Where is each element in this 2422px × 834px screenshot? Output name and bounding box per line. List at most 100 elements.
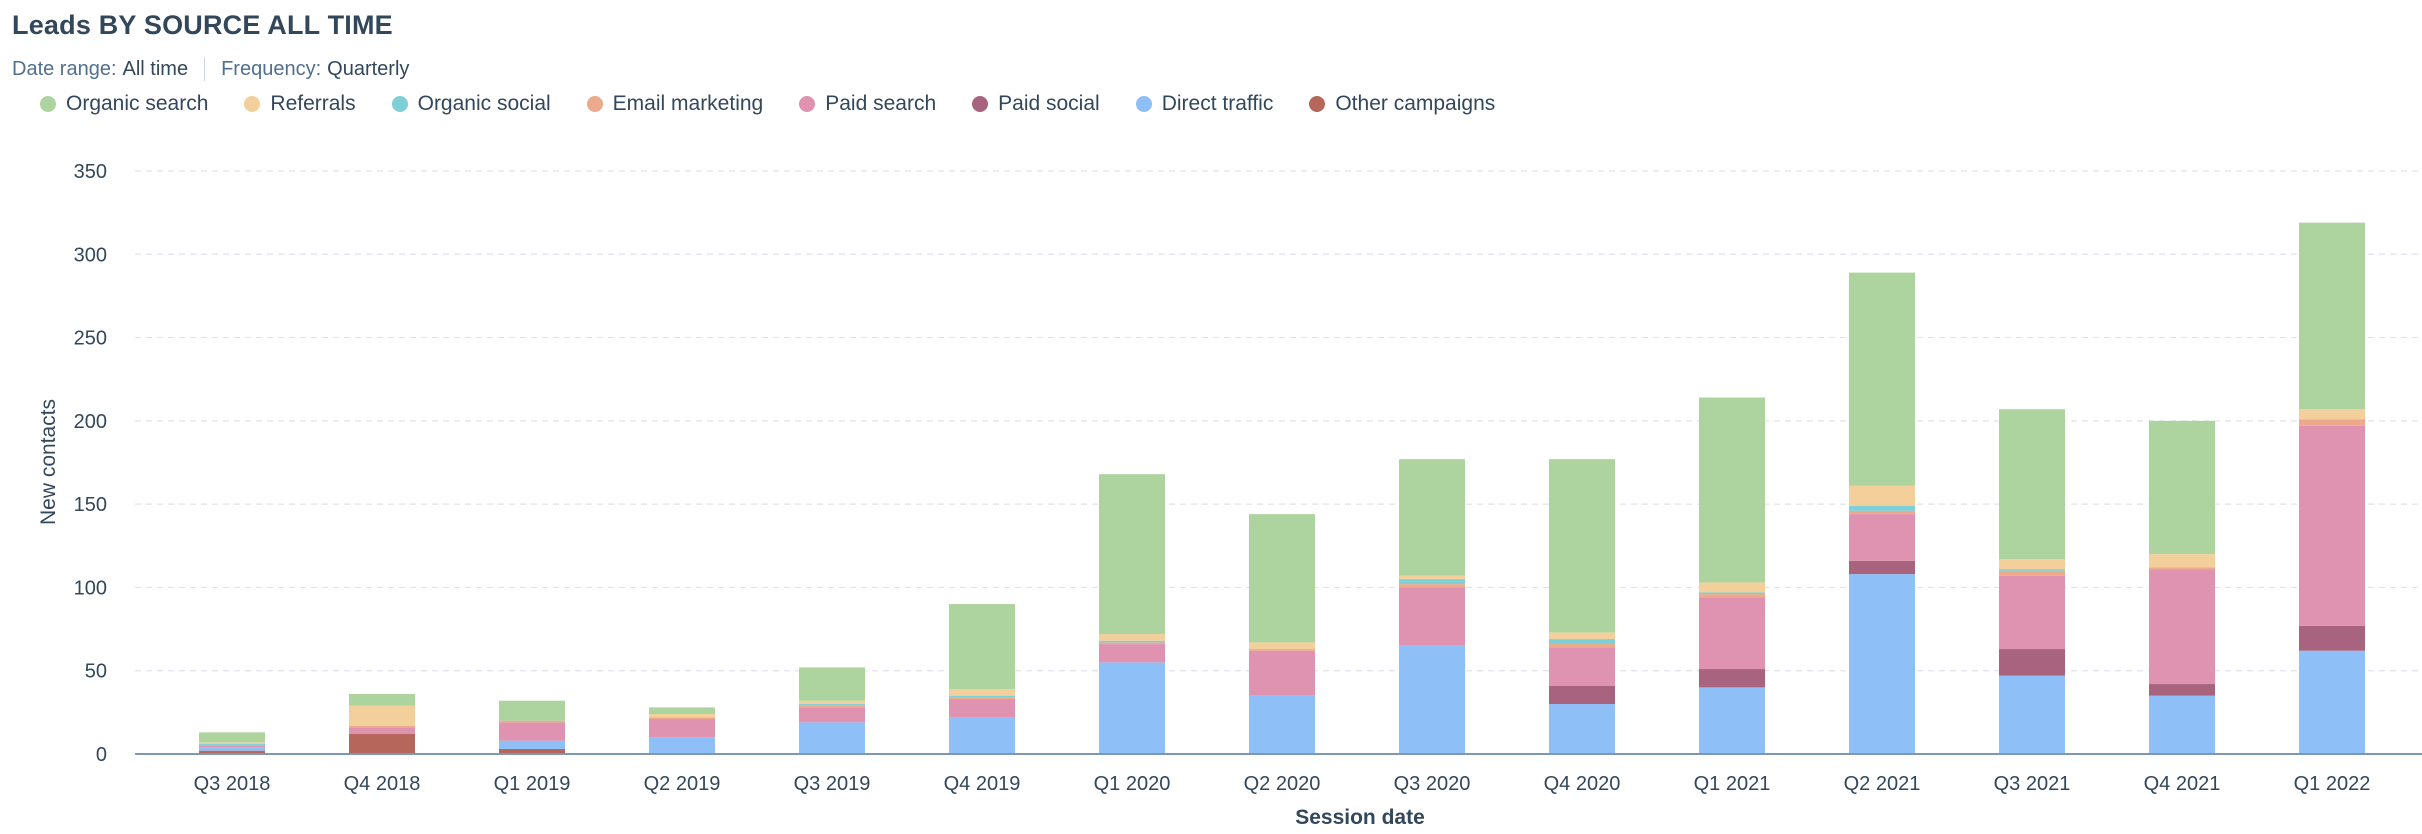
bar-segment-organic-social[interactable] [799,704,865,706]
bar-segment-direct-traffic[interactable] [499,740,565,750]
bar-segment-paid-social[interactable] [1999,649,2065,676]
bar-segment-direct-traffic[interactable] [199,747,265,751]
bar-segment-other-campaigns[interactable] [199,750,265,754]
bar-segment-direct-traffic[interactable] [799,722,865,754]
bar-segment-referrals[interactable] [1549,632,1615,640]
bar-segment-direct-traffic[interactable] [1999,675,2065,754]
bar-segment-email-marketing[interactable] [349,725,415,728]
bar-segment-paid-search[interactable] [1999,575,2065,650]
bar-segment-paid-search[interactable] [1849,514,1915,561]
bar-segment-paid-social[interactable] [2149,684,2215,696]
bar-segment-email-marketing[interactable] [949,697,1015,700]
bar-segment-organic-search[interactable] [2149,420,2215,555]
bar-segment-email-marketing[interactable] [1999,570,2065,576]
bar-segment-email-marketing[interactable] [499,720,565,723]
bar-segment-referrals[interactable] [199,742,265,745]
bar-segment-paid-search[interactable] [199,745,265,748]
bar-segment-organic-search[interactable] [949,604,1015,690]
bar-segment-organic-search[interactable] [1999,409,2065,560]
bar-segment-organic-search[interactable] [349,694,415,706]
bar-segment-email-marketing[interactable] [1549,644,1615,648]
bar-segment-paid-search[interactable] [2299,425,2365,626]
bar-segment-organic-social[interactable] [1399,579,1465,585]
bar-segment-organic-social[interactable] [1849,505,1915,511]
bar-segment-organic-search[interactable] [799,667,865,701]
bar-segment-paid-search[interactable] [1399,587,1465,646]
bar-segment-paid-search[interactable] [1249,650,1315,696]
bar-segment-paid-search[interactable] [1099,644,1165,663]
bar-segment-paid-search[interactable] [2149,569,2215,685]
bar-segment-direct-traffic[interactable] [2149,695,2215,754]
bar-segment-paid-search[interactable] [349,727,415,735]
bar-segment-direct-traffic[interactable] [1099,662,1165,754]
legend-item-organic-search[interactable]: Organic search [40,92,208,116]
bar-segment-email-marketing[interactable] [1849,510,1915,515]
bar-segment-direct-traffic[interactable] [1699,687,1765,754]
bar-segment-organic-social[interactable] [1699,592,1765,595]
bar-segment-direct-traffic[interactable] [949,717,1015,754]
bar-segment-direct-traffic[interactable] [1249,695,1315,754]
bar-segment-organic-social[interactable] [1549,639,1615,645]
bar-segment-referrals[interactable] [2299,409,2365,420]
legend-item-other-campaigns[interactable]: Other campaigns [1309,92,1495,116]
bar-segment-organic-search[interactable] [1699,397,1765,583]
bar-segment-organic-search[interactable] [1549,459,1615,633]
bar-segment-organic-search[interactable] [2299,222,2365,410]
bar-segment-email-marketing[interactable] [799,705,865,708]
bar-segment-paid-search[interactable] [649,719,715,738]
bar-segment-referrals[interactable] [1999,559,2065,570]
bar-segment-organic-search[interactable] [1399,459,1465,576]
bar-segment-paid-search[interactable] [499,722,565,741]
bar-segment-referrals[interactable] [1849,485,1915,506]
bar-segment-paid-social[interactable] [1699,669,1765,688]
bar-segment-paid-search[interactable] [1699,597,1765,670]
bar-segment-direct-traffic[interactable] [2299,650,2365,754]
bar-segment-referrals[interactable] [949,689,1015,696]
legend-item-referrals[interactable]: Referrals [244,92,356,116]
bar-segment-email-marketing[interactable] [1249,649,1315,651]
bar-segment-email-marketing[interactable] [2149,567,2215,570]
bar-segment-email-marketing[interactable] [2299,419,2365,426]
bar-segment-referrals[interactable] [649,714,715,718]
bar-segment-organic-social[interactable] [199,744,265,746]
bar-segment-email-marketing[interactable] [649,717,715,720]
bar-segment-referrals[interactable] [799,700,865,705]
bar-segment-paid-search[interactable] [949,699,1015,718]
bar-segment-paid-search[interactable] [799,707,865,723]
bar-segment-organic-social[interactable] [1099,640,1165,643]
bar-segment-organic-search[interactable] [199,732,265,743]
bar-segment-referrals[interactable] [2149,554,2215,568]
legend-item-email-marketing[interactable]: Email marketing [586,92,763,116]
legend-item-paid-search[interactable]: Paid search [799,92,936,116]
bar-segment-direct-traffic[interactable] [1399,645,1465,754]
bar-segment-direct-traffic[interactable] [1849,574,1915,754]
bar-segment-organic-search[interactable] [499,700,565,721]
legend-item-paid-social[interactable]: Paid social [972,92,1100,116]
bar-segment-referrals[interactable] [349,705,415,726]
date-range-value[interactable]: All time [122,57,189,80]
frequency-value[interactable]: Quarterly [327,57,410,80]
bar-segment-paid-social[interactable] [1849,560,1915,575]
bar-segment-organic-search[interactable] [649,707,715,715]
bar-segment-direct-traffic[interactable] [1549,704,1615,754]
bar-segment-email-marketing[interactable] [1399,584,1465,588]
bar-segment-referrals[interactable] [1399,575,1465,580]
bar-segment-direct-traffic[interactable] [649,737,715,754]
bar-segment-referrals[interactable] [1699,582,1765,593]
bar-segment-organic-search[interactable] [1249,514,1315,643]
bar-segment-organic-search[interactable] [1099,474,1165,635]
bar-segment-other-campaigns[interactable] [499,749,565,754]
legend-item-direct-traffic[interactable]: Direct traffic [1135,92,1273,116]
legend-item-organic-social[interactable]: Organic social [391,92,551,116]
bar-segment-other-campaigns[interactable] [349,734,415,754]
bar-segment-paid-social[interactable] [2299,625,2365,651]
bar-segment-referrals[interactable] [1099,634,1165,641]
bar-segment-referrals[interactable] [1249,642,1315,650]
bar-segment-paid-search[interactable] [1549,647,1615,686]
bar-segment-organic-search[interactable] [1849,272,1915,486]
bar-segment-organic-social[interactable] [1999,569,2065,571]
bar-segment-email-marketing[interactable] [1699,594,1765,598]
bar-segment-email-marketing[interactable] [1099,642,1165,645]
bar-segment-organic-social[interactable] [949,695,1015,698]
bar-segment-paid-social[interactable] [1549,685,1615,705]
